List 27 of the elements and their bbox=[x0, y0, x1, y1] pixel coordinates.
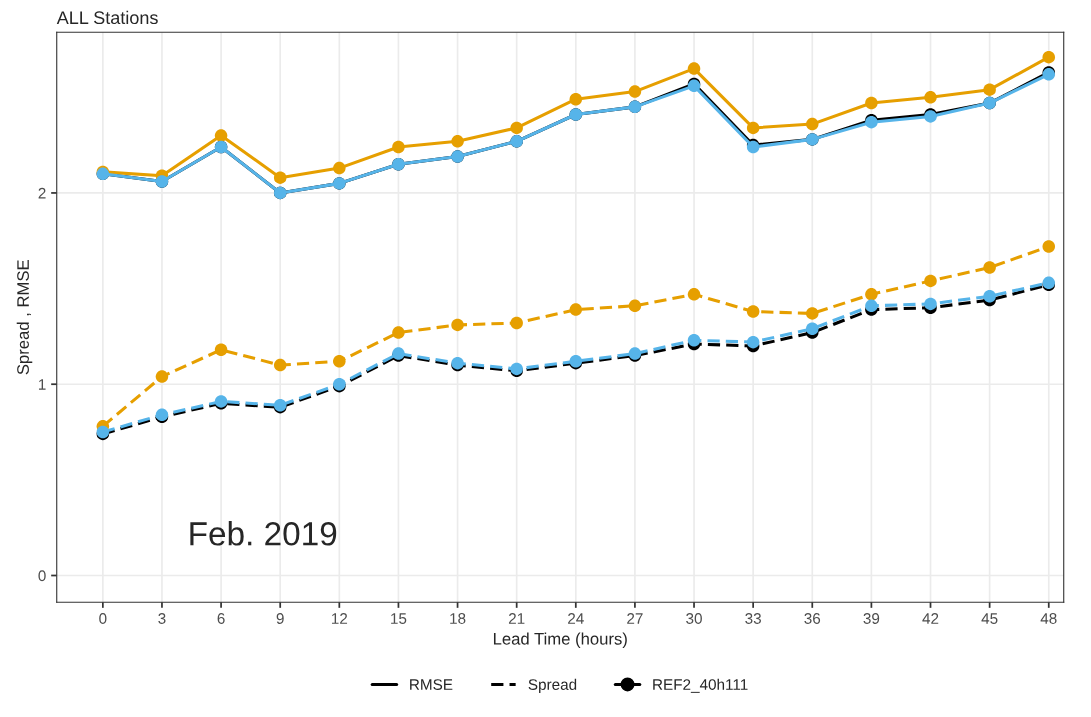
text: RMSE bbox=[410, 679, 453, 690]
x-tick-label: 6 bbox=[217, 613, 225, 624]
text: Spread bbox=[528, 678, 577, 693]
x-tick-label: 3 bbox=[158, 613, 166, 624]
x-tick-label: 21 bbox=[508, 613, 525, 624]
x-tick-label: 15 bbox=[391, 613, 407, 624]
y-axis-title: Spread , RMSE bbox=[16, 260, 33, 375]
y-tick-label: 2 bbox=[38, 187, 46, 199]
x-tick-label: 42 bbox=[922, 613, 939, 624]
x-tick-label: 12 bbox=[331, 613, 348, 624]
x-tick-label: 39 bbox=[863, 613, 880, 624]
x-tick-label: 48 bbox=[1040, 613, 1057, 624]
x-tick-label: 33 bbox=[745, 613, 761, 624]
x-axis-title: Lead Time (hours) bbox=[493, 632, 627, 649]
x-tick-label: 0 bbox=[99, 613, 107, 624]
x-tick-label: 27 bbox=[627, 613, 643, 624]
x-tick-label: 18 bbox=[450, 613, 466, 624]
chart-title: ALL Stations bbox=[56, 10, 158, 25]
y-tick-label: 0 bbox=[38, 570, 46, 582]
x-tick-label: 9 bbox=[276, 613, 284, 624]
y-tick-label: 1 bbox=[38, 379, 46, 390]
x-tick-label: 36 bbox=[804, 613, 821, 624]
annotation: Feb. 2019 bbox=[190, 521, 337, 546]
x-tick-label: 24 bbox=[568, 613, 584, 624]
x-tick-label: 45 bbox=[981, 613, 998, 624]
legend-label: REF2_40h111 bbox=[653, 678, 748, 693]
x-tick-label: 30 bbox=[686, 613, 702, 624]
